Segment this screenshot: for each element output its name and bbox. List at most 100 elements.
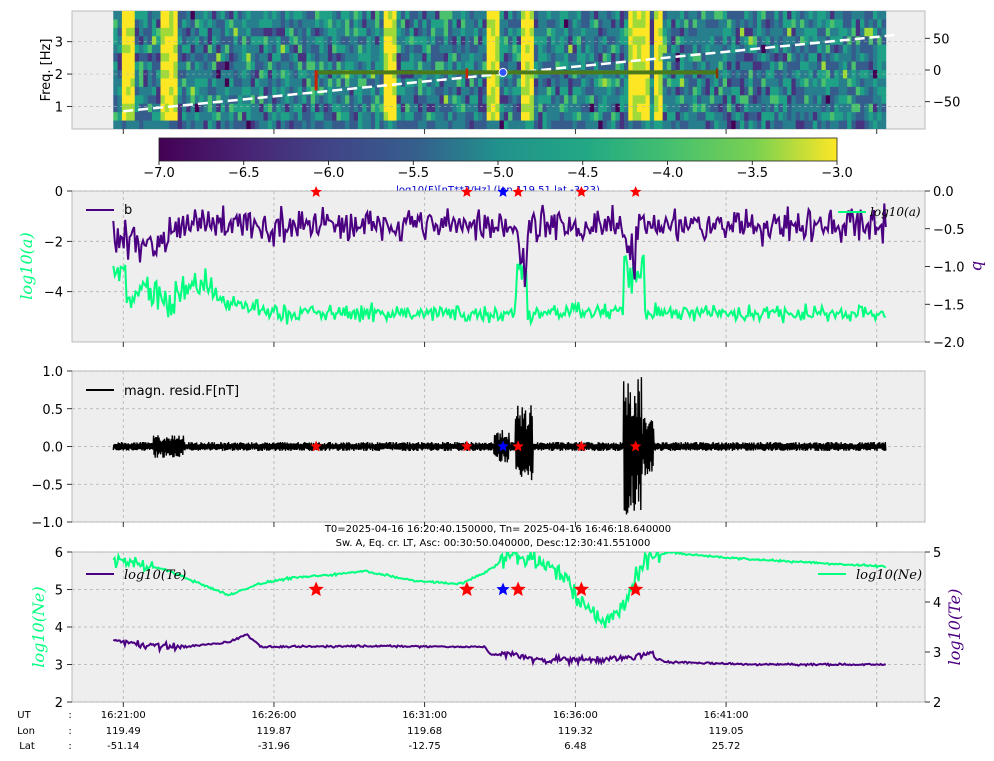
- spectrogram-cell: [671, 86, 676, 96]
- spectrogram-cell: [872, 112, 878, 121]
- spectrogram-cell: [533, 36, 539, 46]
- spectrogram-cell: [310, 120, 316, 129]
- spectrogram-cell: [521, 61, 526, 71]
- spectrogram-cell: [714, 112, 719, 121]
- spectrogram-cell: [392, 36, 397, 46]
- spectrogram-cell: [868, 103, 874, 113]
- spectrogram-cell: [405, 27, 410, 37]
- spectrogram-cell: [456, 103, 462, 113]
- spectrogram-cell: [160, 70, 166, 79]
- spectrogram-cell: [847, 112, 852, 121]
- spectrogram-cell: [357, 120, 363, 129]
- spectrogram-cell: [830, 70, 835, 79]
- spectrogram-cell: [190, 61, 196, 71]
- spectrogram-cell: [418, 36, 423, 46]
- spectrogram-cell: [516, 36, 522, 46]
- spectrogram-cell: [134, 53, 140, 62]
- spectrogram-cell: [418, 78, 423, 88]
- spectrogram-cell: [705, 11, 711, 20]
- spectrogram-cell: [405, 44, 410, 54]
- spectrogram-cell: [387, 27, 393, 37]
- spectrogram-cell: [130, 95, 136, 105]
- spectrogram-cell: [521, 27, 526, 37]
- spectrogram-cell: [632, 44, 638, 54]
- spectrogram-cell: [559, 112, 565, 121]
- spectrogram-cell: [147, 27, 153, 37]
- spectrogram-cell: [224, 61, 230, 71]
- spectrogram-cell: [409, 19, 415, 29]
- spectrogram-cell: [164, 11, 170, 20]
- spectrogram-cell: [572, 78, 578, 88]
- spectrogram-cell: [636, 27, 642, 37]
- spectrogram-cell: [546, 86, 552, 96]
- spectrogram-cell: [799, 44, 805, 54]
- spectrogram-cell: [881, 36, 887, 46]
- spectrogram-cell: [370, 11, 376, 20]
- spectrogram-cell: [486, 36, 492, 46]
- spectrogram-cell: [576, 103, 582, 113]
- spectrogram-cell: [336, 95, 342, 105]
- spectrogram-cell: [615, 11, 621, 20]
- spectrogram-cell: [628, 86, 633, 96]
- spectrogram-cell: [353, 78, 359, 88]
- spectrogram-cell: [782, 44, 788, 54]
- spectrogram-cell: [551, 120, 556, 129]
- spectrogram-cell: [280, 36, 286, 46]
- series-b: [112, 203, 887, 288]
- spectrogram-cell: [576, 78, 582, 88]
- spectrogram-cell: [748, 70, 754, 79]
- spectrogram-cell: [855, 103, 861, 113]
- spectrogram-cell: [585, 78, 591, 88]
- spectrogram-cell: [572, 27, 578, 37]
- spectrogram-cell: [546, 112, 552, 121]
- spectrogram-cell: [448, 103, 453, 113]
- spectrogram-cell: [787, 19, 792, 29]
- spectrogram-cell: [156, 36, 161, 46]
- spectrogram-cell: [156, 11, 161, 20]
- spectrogram-cell: [199, 27, 204, 37]
- spectrogram-cell: [190, 70, 196, 79]
- spectrogram-cell: [795, 78, 801, 88]
- spectrogram-cell: [332, 11, 337, 20]
- spectrogram-cell: [692, 120, 698, 129]
- spectrogram-cell: [495, 103, 500, 113]
- spectrogram-cell: [744, 53, 749, 62]
- spectrogram-cell: [615, 19, 621, 29]
- spectrogram-cell: [525, 11, 530, 20]
- colorbar-gradient: [158, 137, 838, 162]
- spectrogram-cell: [542, 53, 548, 62]
- spectrogram-cell: [448, 95, 453, 105]
- spectrogram-cell: [473, 86, 479, 96]
- spectrogram-cell: [216, 86, 221, 96]
- spectrogram-cell: [503, 120, 509, 129]
- spectrogram-cell: [696, 86, 702, 96]
- spectrogram-cell: [812, 11, 818, 20]
- spectrogram-cell: [499, 19, 505, 29]
- spectrogram-cell: [156, 86, 161, 96]
- spectrogram-cell: [838, 95, 844, 105]
- spectrogram-cell: [469, 86, 475, 96]
- spectrogram-cell: [675, 19, 681, 29]
- spectrogram-cell: [860, 103, 865, 113]
- spectrogram-cell: [280, 112, 286, 121]
- spectrogram-cell: [671, 36, 676, 46]
- spectrogram-cell: [791, 53, 797, 62]
- spectrogram-cell: [426, 61, 432, 71]
- spectrogram-cell: [272, 120, 277, 129]
- spectrogram-cell: [302, 70, 307, 79]
- spectrogram-cell: [370, 19, 376, 29]
- spectrogram-cell: [838, 78, 844, 88]
- spectrogram-cell: [606, 19, 612, 29]
- spectrogram-cell: [538, 112, 543, 121]
- spectrogram-cell: [696, 112, 702, 121]
- spectrogram-cell: [842, 86, 848, 96]
- spectrogram-cell: [568, 112, 573, 121]
- spectrogram-cell: [387, 53, 393, 62]
- spectrogram-cell: [190, 78, 196, 88]
- spectrogram-cell: [568, 120, 573, 129]
- spectrogram-cell: [284, 70, 290, 79]
- spectrogram-cell: [216, 95, 221, 105]
- spectrogram-cell: [851, 103, 857, 113]
- spectrogram-cell: [658, 27, 664, 37]
